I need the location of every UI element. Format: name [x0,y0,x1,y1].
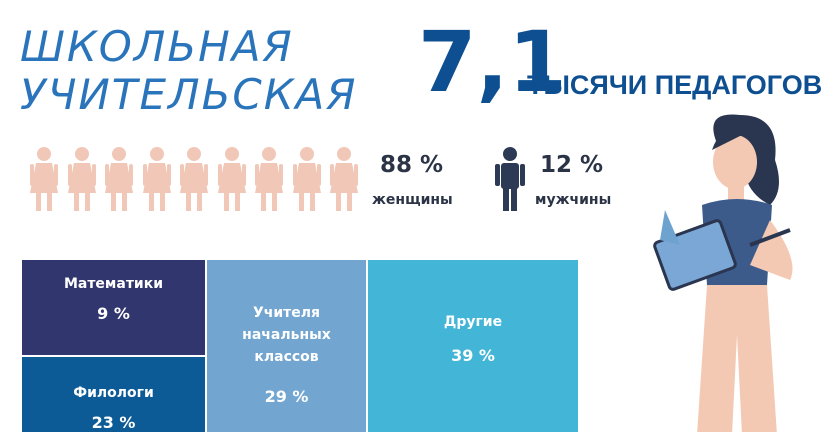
title-line: ШКОЛЬНАЯ [20,22,294,71]
women-share: 88 % [380,152,444,178]
subject-label-line: классов [254,349,319,365]
subject-cell: Филологи 23 % [22,357,205,432]
men-share: 12 % [540,152,604,178]
teacher-illustration [653,114,793,432]
people-icons [30,147,525,211]
subject-cell: Учителя начальных классов 29 % [207,260,366,432]
subject-label-line: Другие [443,314,503,330]
women-label: женщины [372,192,453,208]
subject-label-line: Филологи [73,385,154,401]
subject-label: Другие [444,314,502,330]
subject-share: 23 % [91,413,136,432]
subject-label-line: начальных [242,327,331,343]
total: 7,1 [418,13,567,111]
subject-share: 39 % [451,346,495,365]
subject-cell: Другие 39 % [368,260,578,432]
subject-cell: Математики 9 % [22,260,205,355]
subject-label: Филологи [73,385,154,401]
subject-label-line: Учителя [252,305,321,321]
subject-share: 9 % [97,304,130,323]
title-line: УЧИТЕЛЬСКАЯ [20,70,358,119]
men-label: мужчины [535,192,612,208]
subject-label-line: Математики [63,276,164,292]
total-caption: ТЫСЯЧИ ПЕДАГОГОВ [527,70,823,100]
subject-label: Математики [64,276,163,292]
subject-share: 29 % [264,387,309,406]
subject-label: Учителя начальных классов [242,302,331,368]
